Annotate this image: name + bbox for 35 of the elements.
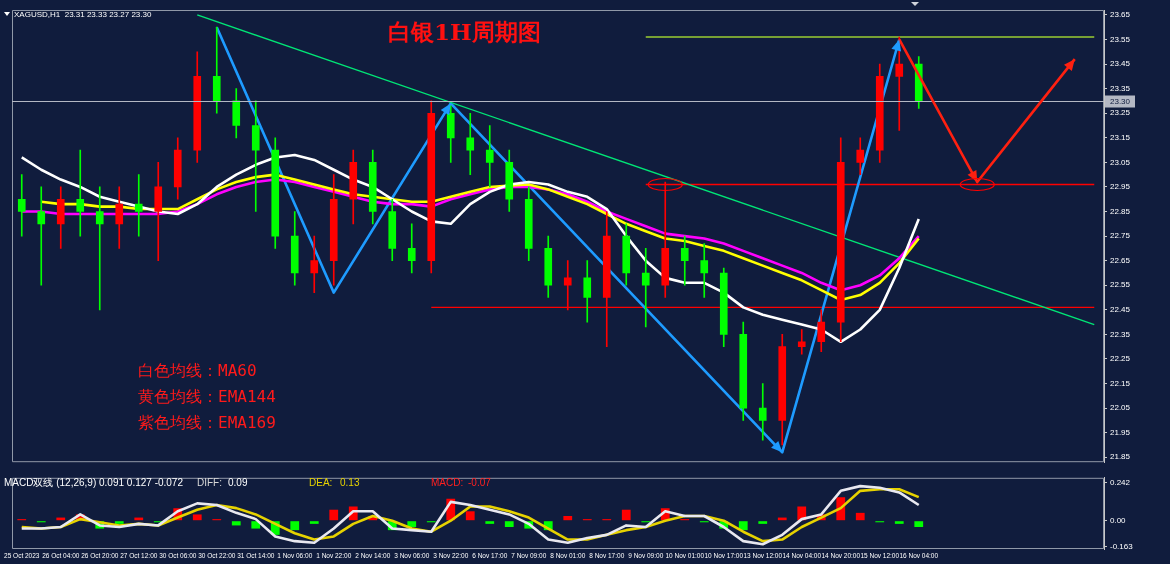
y-tick-label: 0.00	[1110, 515, 1127, 525]
annotation: 0.13	[340, 477, 360, 489]
y-tick-label: 0.242	[1110, 477, 1131, 487]
y-tick-label: 22.55	[1110, 280, 1131, 290]
y-tick-label: 23.45	[1110, 59, 1131, 69]
annotation: 0.09	[228, 477, 248, 489]
y-tick-label: 22.05	[1110, 403, 1131, 413]
annotation: -0.07	[468, 477, 491, 489]
y-tick-label: 21.85	[1110, 452, 1131, 462]
ref-line-label: 23.30	[1109, 97, 1131, 107]
annotation: XAGUSD,H1 23.31 23.33 23.27 23.30	[14, 10, 152, 20]
y-tick-label: 23.35	[1110, 83, 1131, 93]
annotation: 白色均线：MA60	[138, 361, 257, 381]
y-tick-label: 22.95	[1110, 182, 1131, 192]
y-tick-label: -0.163	[1110, 541, 1134, 551]
y-tick-label: 22.15	[1110, 378, 1131, 388]
y-tick-label: 22.45	[1110, 305, 1131, 315]
y-tick-label: 22.75	[1110, 231, 1131, 241]
y-tick-label: 22.65	[1110, 255, 1131, 265]
y-tick-label: 23.15	[1110, 133, 1131, 142]
y-tick-label: 23.65	[1110, 10, 1131, 20]
y-tick-label: 23.55	[1110, 34, 1131, 44]
chart-title: 白银1H周期图	[388, 18, 541, 45]
annotation: DIFF:	[197, 477, 222, 489]
y-tick-label: 23.25	[1110, 108, 1131, 118]
y-tick-label: 22.25	[1110, 354, 1131, 364]
annotation: MACD双线 (12,26,9) 0.091 0.127 -0.072	[4, 477, 183, 489]
y-tick-label: 21.95	[1110, 427, 1131, 437]
y-tick-label: 22.85	[1110, 206, 1131, 216]
y-tick-label: 23.05	[1110, 157, 1131, 167]
annotation: MACD:	[431, 477, 464, 489]
annotation: 紫色均线：EMA169	[138, 413, 276, 433]
y-tick-label: 22.35	[1110, 329, 1131, 339]
annotation: 黄色均线：EMA144	[138, 387, 276, 407]
annotation: DEA:	[309, 477, 333, 489]
